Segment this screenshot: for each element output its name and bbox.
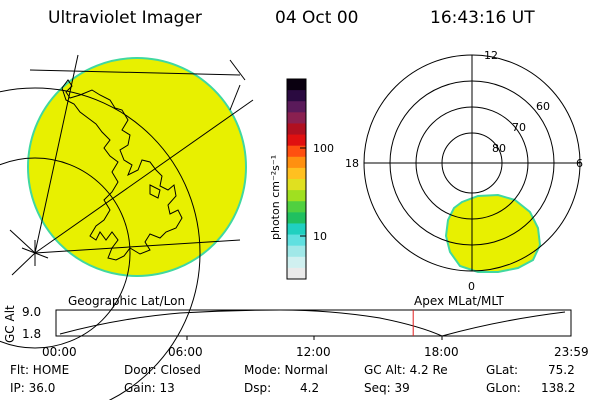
geo-auroral-image [27,57,247,277]
colorbar-swatch [287,267,306,280]
colorbar-swatch [287,190,306,202]
mlat-label-70: 70 [512,121,526,134]
colorbar-swatch [287,256,306,269]
altitude-plot [55,309,572,340]
status-seq: Seq: 39 [364,381,410,395]
colorbar-swatch [287,156,306,169]
polar-grid [363,54,581,272]
colorbar: 100 10 photon cm⁻²s⁻¹ [269,78,334,280]
colorbar-swatch [287,112,306,124]
colorbar-swatch [287,123,306,136]
status-glon-value: 138.2 [541,381,576,395]
x-tick-0000: 00:00 [42,345,77,359]
status-glat-value: 75.2 [548,363,575,377]
colorbar-swatch [287,90,306,102]
status-ip: IP: 36.0 [10,381,56,395]
colorbar-unit-label: photon cm⁻²s⁻¹ [269,155,282,240]
colorbar-swatch [287,201,306,213]
x-tick-1800: 18:00 [424,345,459,359]
colorbar-swatch [287,223,306,236]
status-mode: Mode: Normal [244,363,328,377]
colorbar-swatch [287,79,306,91]
geo-map-label: Geographic Lat/Lon [68,294,186,308]
date-label: 04 Oct 00 [275,8,359,28]
geo-coastline [61,79,183,261]
status-dsp-label: Dsp: [244,381,272,395]
colorbar-swatch [287,134,306,147]
polar-plot-label: Apex MLat/MLT [414,294,504,308]
colorbar-tick-label-10: 10 [313,230,327,243]
x-tick-0600: 06:00 [168,345,203,359]
x-tick-1200: 12:00 [296,345,331,359]
status-glon-label: GLon: [486,381,521,395]
polar-auroral-oval [444,193,542,273]
colorbar-swatch [287,179,306,191]
colorbar-swatch [287,101,306,113]
altitude-y-tick-low: 1.8 [22,327,42,341]
mlt-label-6: 6 [576,157,583,170]
status-dsp-value: 4.2 [300,381,320,395]
colorbar-frame [286,78,307,280]
colorbar-tick-label-100: 100 [313,142,334,155]
altitude-y-title: GC Alt [3,305,17,343]
mlat-label-60: 60 [536,100,550,113]
colorbar-swatch [287,145,306,158]
colorbar-swatch [287,167,306,180]
geo-island [149,184,161,199]
status-door: Door: Closed [124,363,201,377]
polar-plot: 12 18 6 0 60 70 80 [345,49,583,293]
mlt-label-0: 0 [468,280,475,293]
instrument-title: Ultraviolet Imager [48,8,202,28]
x-tick-2359: 23:59 [554,345,589,359]
status-gain: Gain: 13 [124,381,175,395]
status-flt: Flt: HOME [10,363,70,377]
altitude-curve [59,309,566,337]
altitude-y-tick-high: 9.0 [22,305,42,319]
geographic-map [0,54,254,400]
colorbar-swatch [287,212,306,224]
mlt-label-12: 12 [484,49,498,62]
status-gc-alt: GC Alt: 4.2 Re [364,363,448,377]
mlat-label-80: 80 [492,142,506,155]
colorbar-swatch [287,234,306,247]
geo-grid-lines [0,54,254,400]
altitude-frame [55,309,572,337]
altitude-x-ticks [186,336,443,340]
time-label: 16:43:16 UT [430,8,535,28]
mlt-label-18: 18 [345,157,359,170]
status-glat-label: GLat: [486,363,519,377]
colorbar-swatch [287,245,306,258]
